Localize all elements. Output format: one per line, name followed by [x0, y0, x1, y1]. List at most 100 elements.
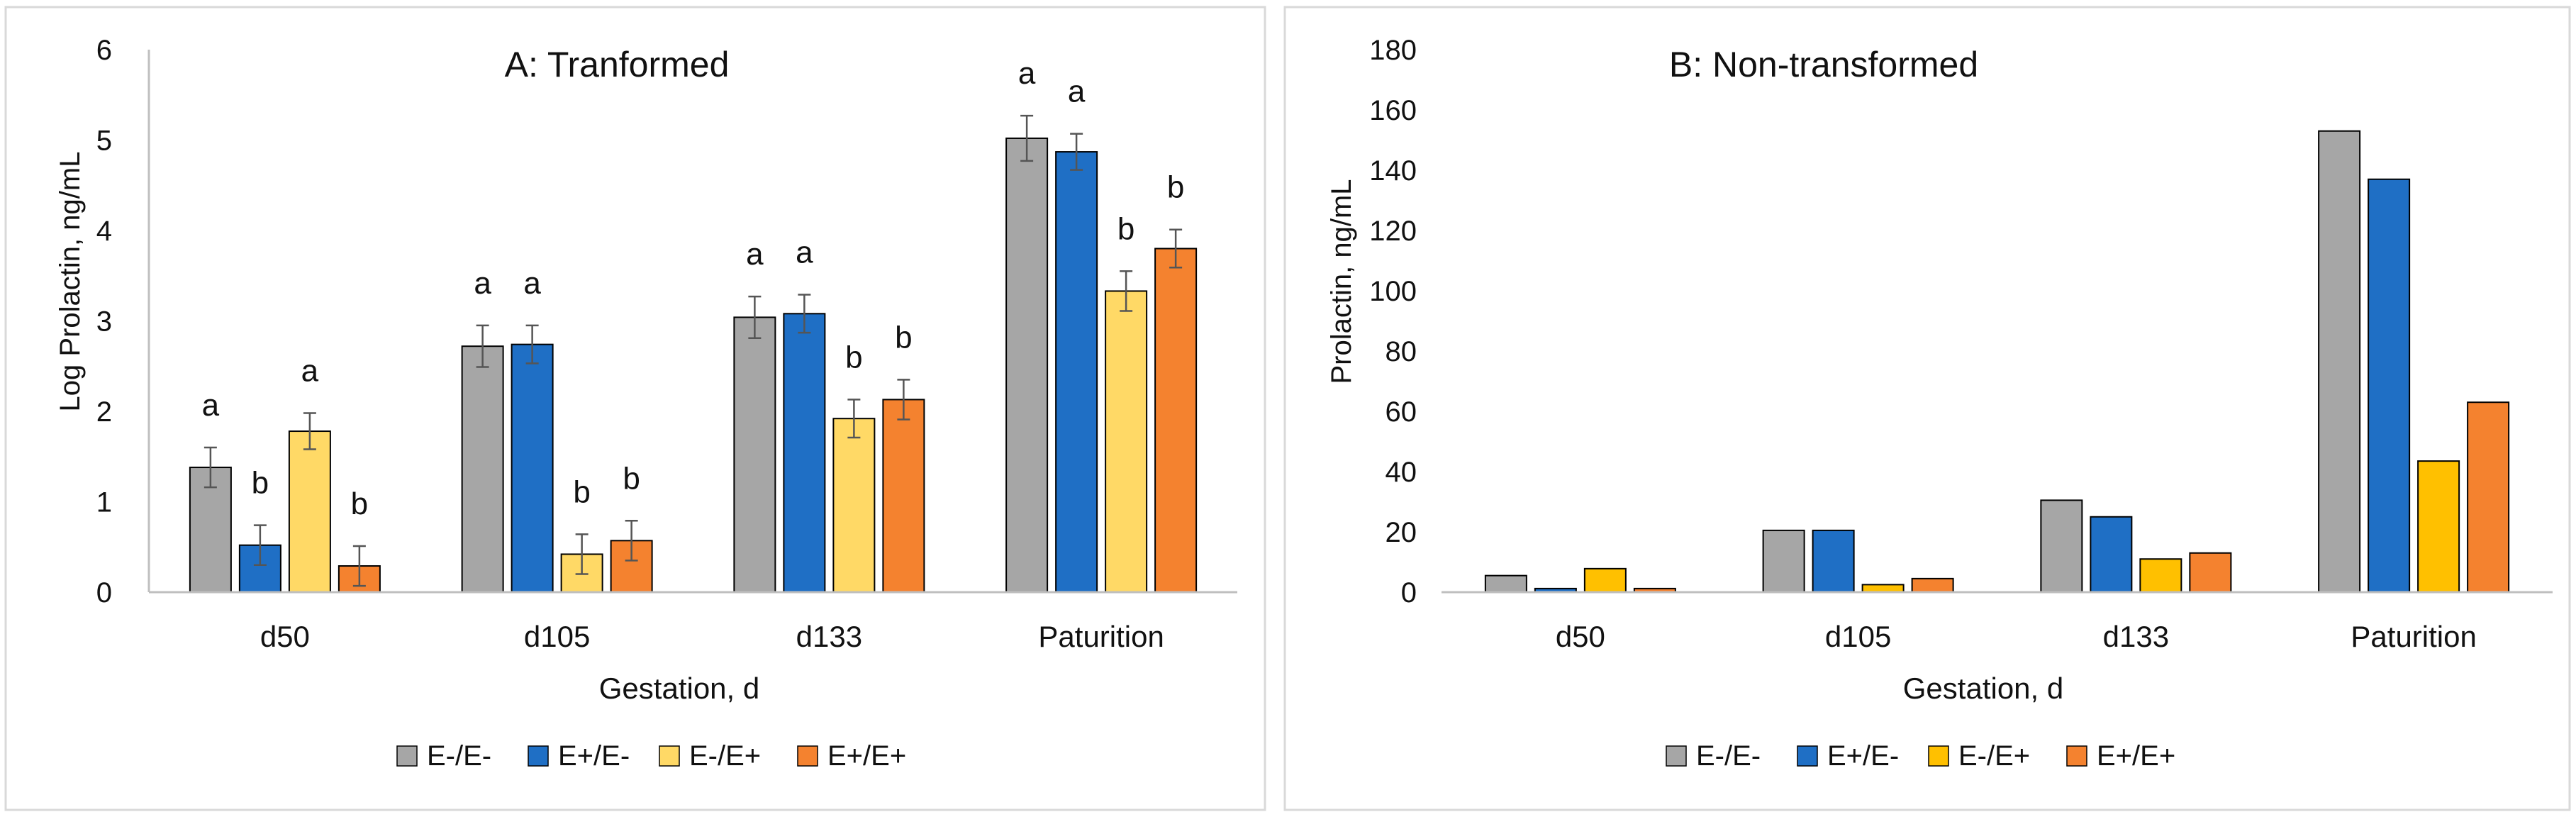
panel-a-significance-letter: a: [796, 235, 813, 270]
panel-a-bar: [1154, 248, 1198, 593]
panel-b-bar: [1911, 577, 1954, 593]
panel-a-legend-swatch: [797, 745, 818, 767]
panel-a-title: A: Tranformed: [505, 45, 730, 84]
panel-b-legend-label: E-/E+: [1958, 740, 2030, 772]
panel-b-legend-swatch: [1797, 745, 1818, 767]
panel-a-bar: [461, 345, 504, 593]
panel-b-y-ticks: 0 20 40 60 80 100 120 140 160 180: [1369, 35, 1417, 608]
panel-a-legend: E-/E- E+/E- E-/E+ E+/E+: [396, 740, 906, 772]
panel-a-significance-letter: b: [1167, 170, 1184, 205]
panel-a-significance-letter: a: [746, 237, 764, 272]
panel-a-significance-letter: a: [1018, 56, 1036, 91]
panel-a-legend-label: E+/E-: [558, 740, 630, 772]
panel-b-bar: [2467, 401, 2510, 593]
panel-b-x-axis-label: Gestation, d: [1903, 672, 2063, 705]
panel-a-y-tick-label: 4: [96, 216, 112, 247]
panel-a-legend-label: E-/E+: [689, 740, 761, 772]
panel-b-y-tick-label: 160: [1369, 95, 1417, 126]
panel-a-y-tick-label: 0: [96, 577, 112, 608]
panel-b-bar: [2040, 499, 2083, 593]
panel-a-bar: [1005, 137, 1049, 593]
panel-a-y-tick-label: 3: [96, 306, 112, 338]
panel-a-significance-letter: b: [252, 466, 269, 501]
panel-a-significance-letter: b: [351, 486, 368, 521]
panel-a-x-axis-label: Gestation, d: [599, 672, 759, 705]
panel-b-bar: [2090, 516, 2133, 593]
panel-a-y-tick-label: 2: [96, 396, 112, 428]
panel-a-significance-letter: a: [301, 354, 319, 389]
panel-b-y-tick-label: 100: [1369, 276, 1417, 307]
panel-b-y-tick-label: 180: [1369, 35, 1417, 66]
panel-b-bar: [1484, 574, 1527, 593]
panel-b: B: Non-transformed Prolactin, ng/mL Gest…: [1283, 6, 2571, 811]
panel-a-significance-letter: b: [573, 474, 590, 509]
panel-b-legend-label: E+/E+: [2097, 740, 2175, 772]
panel-a-legend-label: E-/E-: [427, 740, 491, 772]
panel-b-category-label: Paturition: [2351, 620, 2476, 653]
panel-a-y-tick-label: 5: [96, 126, 112, 157]
panel-a-significance-letter: b: [623, 461, 640, 496]
panel-a-y-ticks: 0 1 2 3 4 5 6: [96, 35, 112, 608]
panel-b-legend: E-/E- E+/E- E-/E+ E+/E+: [1666, 740, 2175, 772]
panel-b-bar: [1583, 567, 1627, 593]
panel-a-legend-swatch: [396, 745, 418, 767]
panel-b-category-labels: d50 d105 d133 Paturition: [1556, 620, 2477, 653]
panel-a-y-tick-label: 6: [96, 35, 112, 66]
panel-b-bar: [1762, 529, 1805, 593]
panel-a-significance-letter: b: [895, 320, 912, 355]
panel-a-category-label: d133: [796, 620, 862, 653]
panel-a-legend-swatch: [528, 745, 549, 767]
panel-b-y-tick-label: 40: [1385, 457, 1417, 488]
panel-b-y-tick-label: 0: [1401, 577, 1417, 608]
panel-b-title: B: Non-transformed: [1669, 45, 1978, 84]
panel-b-category-label: d133: [2103, 620, 2169, 653]
panel-b-legend-swatch: [2066, 745, 2087, 767]
panel-a-legend-swatch: [659, 745, 680, 767]
panel-a-significance-letter: a: [202, 388, 220, 423]
panel-b-bar: [2368, 178, 2411, 593]
panel-a-y-axis-label: Log Prolactin, ng/mL: [55, 152, 86, 412]
panel-a-bar: [511, 343, 554, 593]
panel-b-bar: [2189, 552, 2232, 593]
panel-a-bar: [832, 418, 876, 594]
panel-a-significance-letter: a: [523, 266, 541, 301]
panel-a-error-bars: [203, 114, 1183, 587]
panel-b-y-tick-label: 80: [1385, 336, 1417, 367]
panel-b-legend-label: E-/E-: [1696, 740, 1761, 772]
panel-b-bar: [2417, 460, 2460, 593]
panel-a-bar: [783, 313, 826, 593]
panel-a-bars: [189, 137, 1198, 594]
panel-a-category-labels: d50 d105 d133 Paturition: [260, 620, 1164, 653]
panel-a-border: [4, 6, 1266, 811]
panel-b-bar: [2139, 558, 2182, 593]
panel-b-bars: [1484, 130, 2510, 594]
panel-a-significance-letter: a: [1068, 74, 1086, 109]
panel-b-bar: [1861, 584, 1905, 593]
panel-a-significance-letter: b: [845, 340, 862, 374]
panel-b-border: [1283, 6, 2571, 811]
panel-b-y-tick-label: 60: [1385, 396, 1417, 428]
panel-a-bar: [1055, 151, 1098, 593]
panel-b-y-axis-label: Prolactin, ng/mL: [1326, 179, 1357, 384]
panel-a: A: Tranformed Log Prolactin, ng/mL Gesta…: [4, 6, 1266, 811]
panel-a-significance-letter: b: [1117, 211, 1134, 246]
panel-a-significance-letter: a: [474, 266, 491, 301]
panel-b-legend-label: E+/E-: [1827, 740, 1899, 772]
panel-b-category-label: d105: [1825, 620, 1891, 653]
panel-b-y-tick-label: 120: [1369, 216, 1417, 247]
panel-a-bar: [882, 399, 925, 593]
panel-b-category-label: d50: [1556, 620, 1605, 653]
panel-a-category-label: d50: [260, 620, 310, 653]
panel-b-bar: [2318, 130, 2361, 593]
panel-a-y-tick-label: 1: [96, 487, 112, 518]
panel-b-y-tick-label: 140: [1369, 155, 1417, 187]
panel-b-bar: [1812, 529, 1855, 593]
panel-a-category-label: Paturition: [1038, 620, 1164, 653]
panel-b-legend-swatch: [1928, 745, 1949, 767]
panel-b-legend-swatch: [1666, 745, 1687, 767]
panel-a-category-label: d105: [524, 620, 590, 653]
panel-b-y-tick-label: 20: [1385, 517, 1417, 548]
panel-a-bar: [733, 316, 776, 593]
